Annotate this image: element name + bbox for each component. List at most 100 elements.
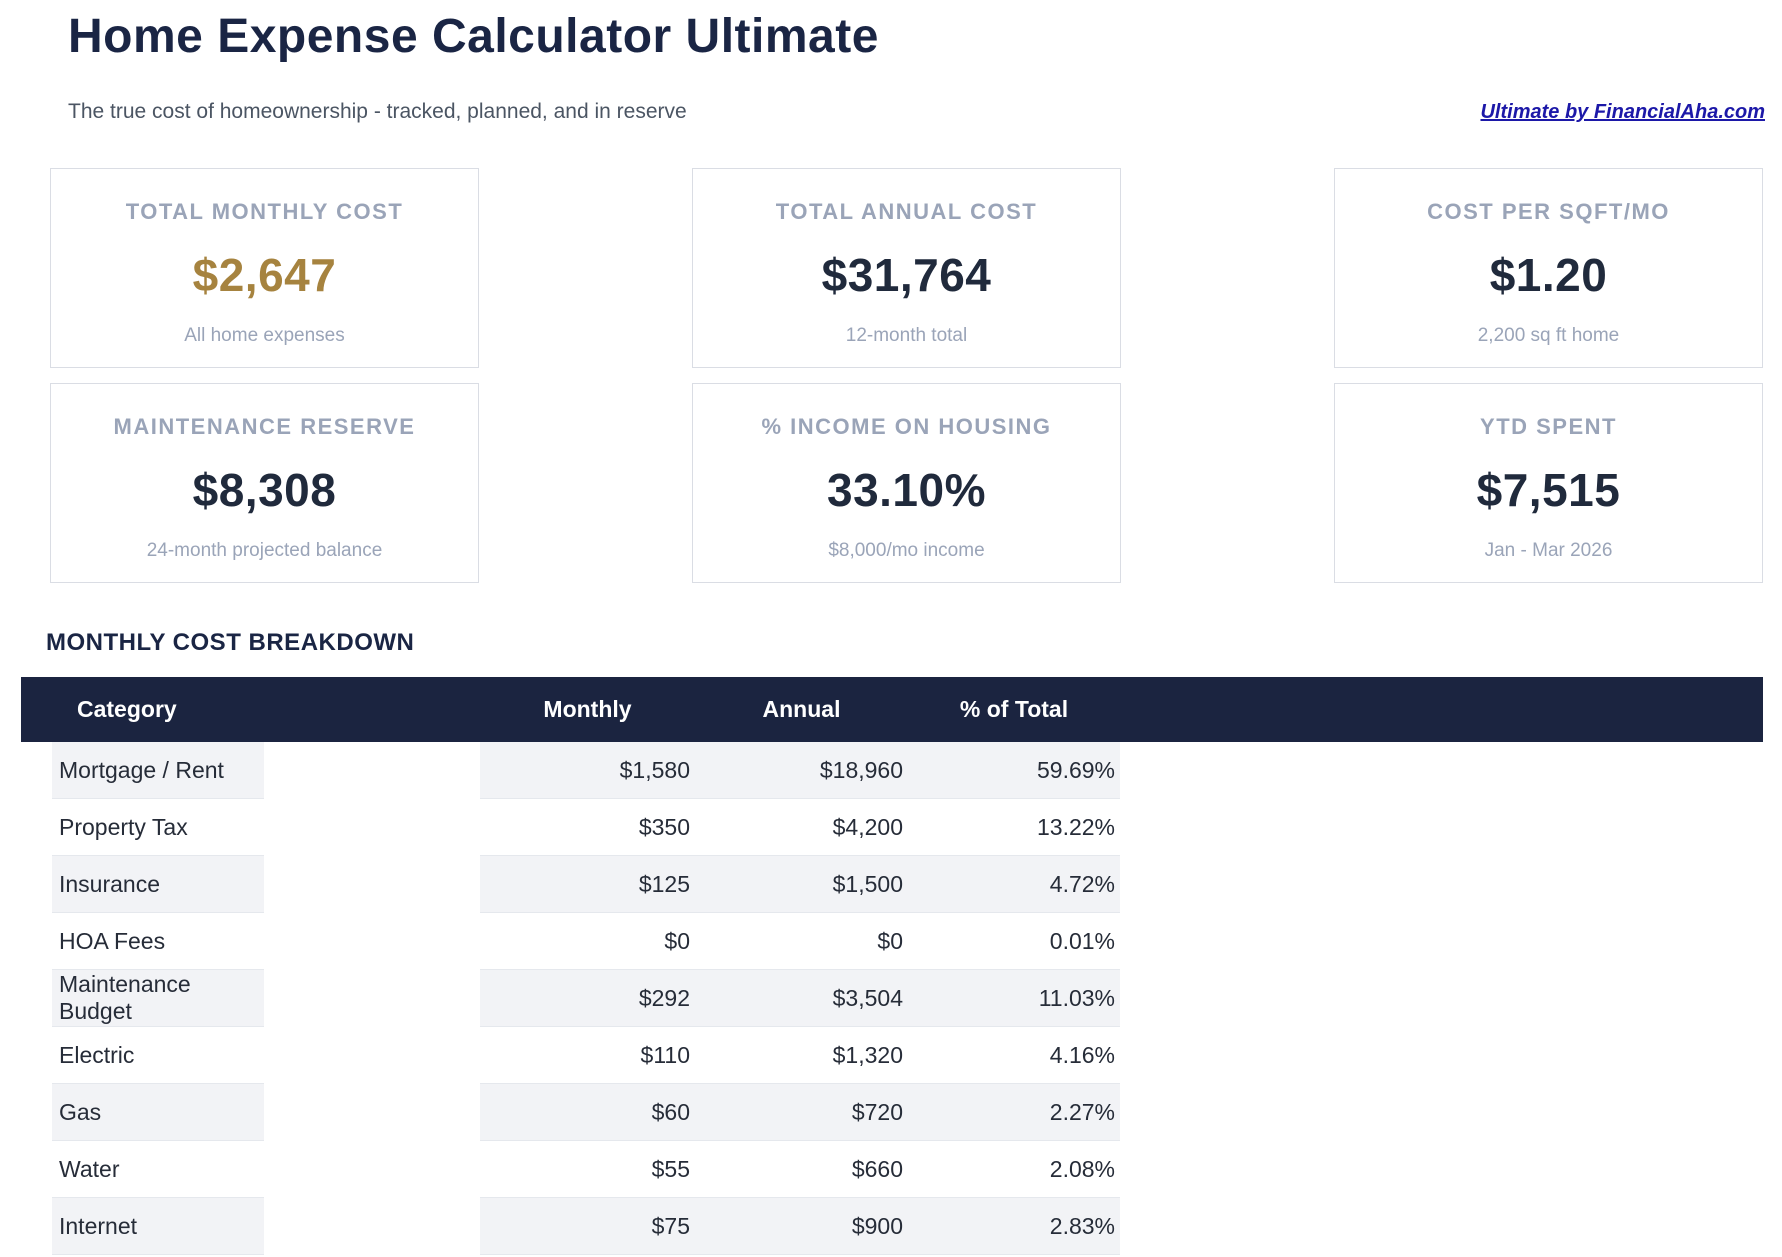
cell-gap	[264, 1027, 480, 1084]
cell-monthly: $125	[480, 856, 695, 913]
cell-gap	[264, 856, 480, 913]
stat-subtext: All home expenses	[184, 325, 345, 346]
table-row: HOA Fees $0 $0 0.01%	[21, 913, 1763, 970]
cell-annual: $1,500	[695, 856, 908, 913]
cell-monthly: $1,580	[480, 742, 695, 799]
stat-subtext: 24-month projected balance	[146, 540, 383, 561]
stat-subtext: Jan - Mar 2026	[1484, 540, 1613, 561]
stat-label: % INCOME ON HOUSING	[761, 414, 1052, 439]
stat-value: $31,764	[821, 249, 992, 301]
cell-filler	[1120, 742, 1763, 799]
cell-annual: $1,320	[695, 1027, 908, 1084]
stat-value: $1.20	[1489, 249, 1608, 301]
cell-filler	[1120, 1198, 1763, 1255]
cell-filler	[1120, 913, 1763, 970]
cell-pct-of-total: 2.08%	[908, 1141, 1120, 1198]
cell-annual: $4,200	[695, 799, 908, 856]
page-subtitle: The true cost of homeownership - tracked…	[68, 100, 687, 123]
cell-category: Insurance	[52, 856, 264, 913]
cell-pct-of-total: 13.22%	[908, 799, 1120, 856]
cell-monthly: $75	[480, 1198, 695, 1255]
cell-gap	[264, 1198, 480, 1255]
cell-gap	[264, 799, 480, 856]
cell-monthly: $55	[480, 1141, 695, 1198]
cell-category: Maintenance Budget	[52, 970, 264, 1027]
cell-annual: $3,504	[695, 970, 908, 1027]
cell-monthly: $60	[480, 1084, 695, 1141]
cell-pct-of-total: 59.69%	[908, 742, 1120, 799]
brand-link[interactable]: Ultimate by FinancialAha.com	[1480, 101, 1765, 123]
cell-category: Gas	[52, 1084, 264, 1141]
cell-gap	[264, 913, 480, 970]
home-expense-calculator-page: Home Expense Calculator Ultimate The tru…	[0, 10, 1782, 1257]
table-row: Mortgage / Rent $1,580 $18,960 59.69%	[21, 742, 1763, 799]
stat-label: TOTAL ANNUAL COST	[775, 199, 1038, 224]
cell-category: Water	[52, 1141, 264, 1198]
stat-value: $8,308	[192, 464, 337, 516]
stat-label: MAINTENANCE RESERVE	[113, 414, 416, 439]
cell-annual: $18,960	[695, 742, 908, 799]
stat-value: 33.10%	[826, 464, 986, 516]
cell-category: Mortgage / Rent	[52, 742, 264, 799]
cell-gap	[264, 1141, 480, 1198]
cell-pct-of-total: 4.72%	[908, 856, 1120, 913]
stat-card: MAINTENANCE RESERVE $8,308 24-month proj…	[50, 383, 479, 583]
page-title: Home Expense Calculator Ultimate	[68, 10, 879, 63]
cell-monthly: $292	[480, 970, 695, 1027]
cell-monthly: $0	[480, 913, 695, 970]
cell-annual: $660	[695, 1141, 908, 1198]
table-row: Maintenance Budget $292 $3,504 11.03%	[21, 970, 1763, 1027]
cell-filler	[1120, 970, 1763, 1027]
cell-filler	[1120, 1027, 1763, 1084]
stat-label: COST PER SQFT/MO	[1427, 199, 1670, 224]
cell-category: Property Tax	[52, 799, 264, 856]
table-row: Electric $110 $1,320 4.16%	[21, 1027, 1763, 1084]
column-header-category: Category	[77, 696, 177, 722]
stat-subtext: $8,000/mo income	[828, 540, 985, 561]
cell-pct-of-total: 0.01%	[908, 913, 1120, 970]
table-header-row: Category Monthly Annual % of Total	[21, 677, 1763, 742]
table-row: Internet $75 $900 2.83%	[21, 1198, 1763, 1255]
cell-filler	[1120, 799, 1763, 856]
cell-category: HOA Fees	[52, 913, 264, 970]
stats-grid: TOTAL MONTHLY COST $2,647 All home expen…	[50, 168, 1763, 583]
cost-breakdown-table: Category Monthly Annual % of Total Mortg…	[21, 677, 1763, 1255]
cell-category: Internet	[52, 1198, 264, 1255]
stat-subtext: 12-month total	[845, 325, 968, 346]
stat-label: TOTAL MONTHLY COST	[125, 199, 404, 224]
cell-filler	[1120, 1141, 1763, 1198]
table-row: Property Tax $350 $4,200 13.22%	[21, 799, 1763, 856]
section-title: MONTHLY COST BREAKDOWN	[46, 629, 415, 656]
stat-card: % INCOME ON HOUSING 33.10% $8,000/mo inc…	[692, 383, 1121, 583]
column-header-pct-of-total: % of Total	[959, 696, 1069, 722]
stat-value: $2,647	[192, 249, 337, 301]
table-row: Insurance $125 $1,500 4.72%	[21, 856, 1763, 913]
stat-value: $7,515	[1476, 464, 1621, 516]
table-body: Mortgage / Rent $1,580 $18,960 59.69% Pr…	[21, 742, 1763, 1255]
column-header-annual: Annual	[762, 696, 841, 722]
cell-category: Electric	[52, 1027, 264, 1084]
stat-card: TOTAL MONTHLY COST $2,647 All home expen…	[50, 168, 479, 368]
cell-pct-of-total: 11.03%	[908, 970, 1120, 1027]
cell-annual: $900	[695, 1198, 908, 1255]
stat-subtext: 2,200 sq ft home	[1477, 325, 1620, 346]
stat-card: COST PER SQFT/MO $1.20 2,200 sq ft home	[1334, 168, 1763, 368]
cell-gap	[264, 1084, 480, 1141]
stat-card: TOTAL ANNUAL COST $31,764 12-month total	[692, 168, 1121, 368]
column-header-monthly: Monthly	[543, 696, 632, 722]
cell-gap	[264, 970, 480, 1027]
table-row: Water $55 $660 2.08%	[21, 1141, 1763, 1198]
cell-pct-of-total: 2.83%	[908, 1198, 1120, 1255]
cell-pct-of-total: 2.27%	[908, 1084, 1120, 1141]
cell-annual: $0	[695, 913, 908, 970]
cell-monthly: $350	[480, 799, 695, 856]
stat-label: YTD SPENT	[1480, 414, 1617, 439]
cell-gap	[264, 742, 480, 799]
table-row: Gas $60 $720 2.27%	[21, 1084, 1763, 1141]
cell-filler	[1120, 1084, 1763, 1141]
stat-card: YTD SPENT $7,515 Jan - Mar 2026	[1334, 383, 1763, 583]
cell-filler	[1120, 856, 1763, 913]
cell-monthly: $110	[480, 1027, 695, 1084]
cell-annual: $720	[695, 1084, 908, 1141]
subtitle-row: The true cost of homeownership - tracked…	[68, 100, 1765, 124]
